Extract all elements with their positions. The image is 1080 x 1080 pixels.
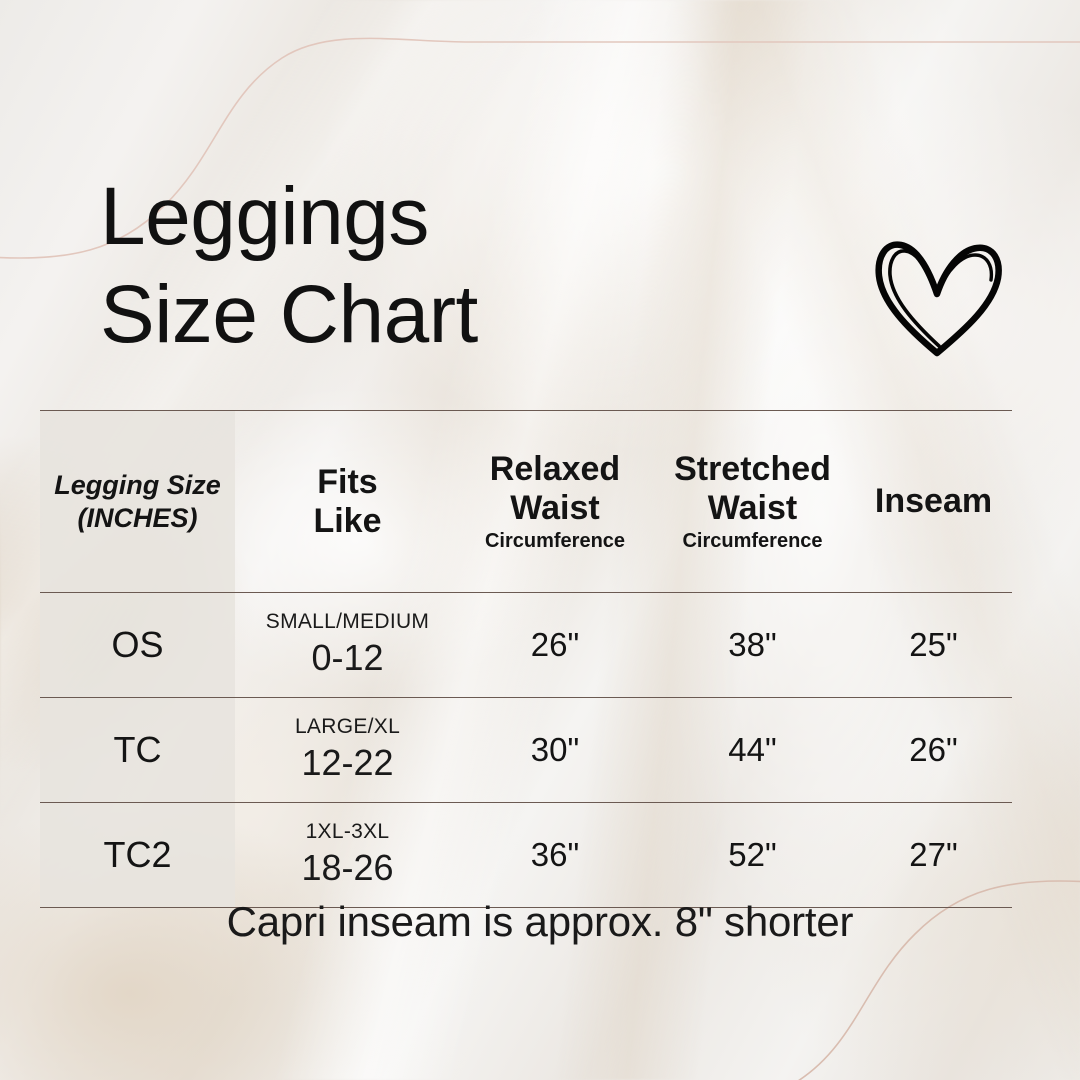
column-header-stretched-waist-main: Stretched Waist <box>674 449 831 527</box>
cell-stretched-waist: 38" <box>650 592 855 698</box>
table-row: TC2 1XL-3XL 18-26 36" 52" 27" <box>40 802 1012 908</box>
cell-size: TC <box>40 697 235 803</box>
column-header-stretched-waist: Stretched Waist Circumference <box>650 410 855 593</box>
table-header: Legging Size (INCHES) Fits Like Relaxed … <box>40 410 1012 593</box>
heart-doodle-icon <box>875 241 1002 357</box>
table-header-row: Legging Size (INCHES) Fits Like Relaxed … <box>40 410 1012 593</box>
legging-size-table: Legging Size (INCHES) Fits Like Relaxed … <box>40 410 1012 908</box>
table-row: OS SMALL/MEDIUM 0-12 26" 38" 25" <box>40 592 1012 698</box>
cell-fits-like-label: LARGE/XL <box>294 714 401 738</box>
table-body: OS SMALL/MEDIUM 0-12 26" 38" 25" TC LARG… <box>40 592 1012 908</box>
column-header-relaxed-waist: Relaxed Waist Circumference <box>460 410 650 593</box>
cell-fits-like-label: 1XL-3XL <box>305 819 390 843</box>
cell-fits-like: 1XL-3XL 18-26 <box>235 802 460 908</box>
cell-stretched-waist: 44" <box>650 697 855 803</box>
table-row: TC LARGE/XL 12-22 30" 44" 26" <box>40 697 1012 803</box>
cell-stretched-waist: 52" <box>650 802 855 908</box>
cell-fits-like-range: 12-22 <box>301 742 394 784</box>
cell-size: OS <box>40 592 235 698</box>
capri-inseam-note: Capri inseam is approx. 8" shorter <box>226 898 854 945</box>
column-header-stretched-waist-sub: Circumference <box>682 530 823 553</box>
cell-relaxed-waist: 26" <box>460 592 650 698</box>
cell-fits-like-label: SMALL/MEDIUM <box>265 609 430 633</box>
cell-inseam: 25" <box>855 592 1012 698</box>
column-header-inseam: Inseam <box>855 410 1012 593</box>
cell-fits-like: SMALL/MEDIUM 0-12 <box>235 592 460 698</box>
cell-inseam: 26" <box>855 697 1012 803</box>
cell-relaxed-waist: 30" <box>460 697 650 803</box>
column-header-relaxed-waist-main: Relaxed Waist <box>489 449 621 527</box>
column-header-fits-like: Fits Like <box>235 410 460 593</box>
cell-fits-like: LARGE/XL 12-22 <box>235 697 460 803</box>
cell-size: TC2 <box>40 802 235 908</box>
cell-relaxed-waist: 36" <box>460 802 650 908</box>
cell-fits-like-range: 0-12 <box>311 637 384 679</box>
page-title: Leggings Size Chart <box>100 171 478 361</box>
column-header-relaxed-waist-sub: Circumference <box>484 530 626 553</box>
column-header-legging-size: Legging Size (INCHES) <box>40 410 235 593</box>
cell-fits-like-range: 18-26 <box>301 847 394 889</box>
cell-inseam: 27" <box>855 802 1012 908</box>
